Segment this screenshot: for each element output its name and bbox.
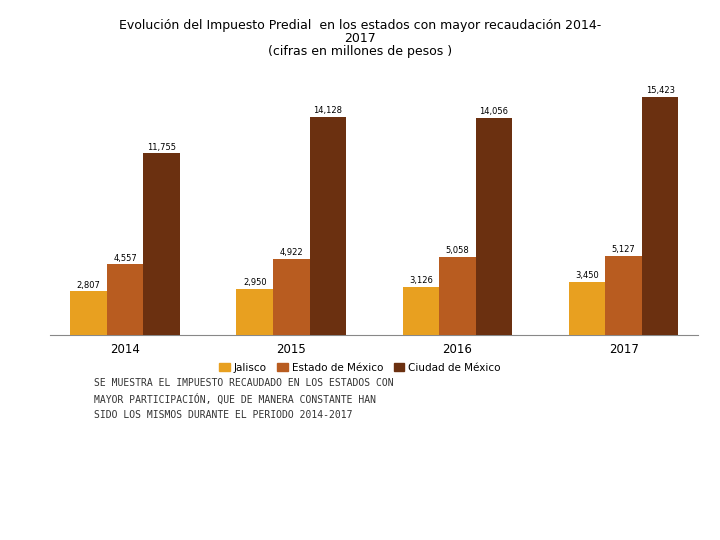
Text: 3,126: 3,126	[409, 276, 433, 285]
Text: 2,807: 2,807	[76, 281, 101, 289]
Text: 2,950: 2,950	[243, 279, 266, 287]
Text: 5,058: 5,058	[446, 246, 469, 255]
Bar	[569, 281, 606, 335]
Legend: Jalisco, Estado de México, Ciudad de México: Jalisco, Estado de México, Ciudad de Méx…	[215, 359, 505, 377]
Text: 14,128: 14,128	[313, 106, 343, 115]
Text: 4,557: 4,557	[113, 254, 137, 262]
Text: 5,127: 5,127	[612, 245, 636, 254]
Text: SE MUESTRA EL IMPUESTO RECAUDADO EN LOS ESTADOS CON
MAYOR PARTICIPACIÓN, QUE DE : SE MUESTRA EL IMPUESTO RECAUDADO EN LOS …	[94, 378, 393, 420]
Bar	[310, 117, 346, 335]
Text: 11,755: 11,755	[147, 143, 176, 152]
Bar	[236, 289, 273, 335]
Text: 4,922: 4,922	[279, 248, 303, 257]
Text: 15,423: 15,423	[646, 86, 675, 95]
Bar	[439, 256, 476, 335]
Text: 3,450: 3,450	[575, 271, 599, 280]
Bar	[476, 118, 513, 335]
Text: 14,056: 14,056	[480, 107, 508, 116]
Bar	[71, 292, 107, 335]
Bar	[107, 265, 143, 335]
Text: Evolución del Impuesto Predial  en los estados con mayor recaudación 2014-: Evolución del Impuesto Predial en los es…	[119, 19, 601, 32]
Bar	[143, 153, 180, 335]
Bar	[606, 256, 642, 335]
Text: 2017: 2017	[344, 32, 376, 45]
Text: (cifras en millones de pesos ): (cifras en millones de pesos )	[268, 45, 452, 58]
Bar	[642, 97, 678, 335]
Bar	[402, 287, 439, 335]
Text: Fuente: Transparencia Presupuestaria.gob: Fuente: Transparencia Presupuestaria.gob	[22, 511, 305, 524]
Bar	[273, 259, 310, 335]
